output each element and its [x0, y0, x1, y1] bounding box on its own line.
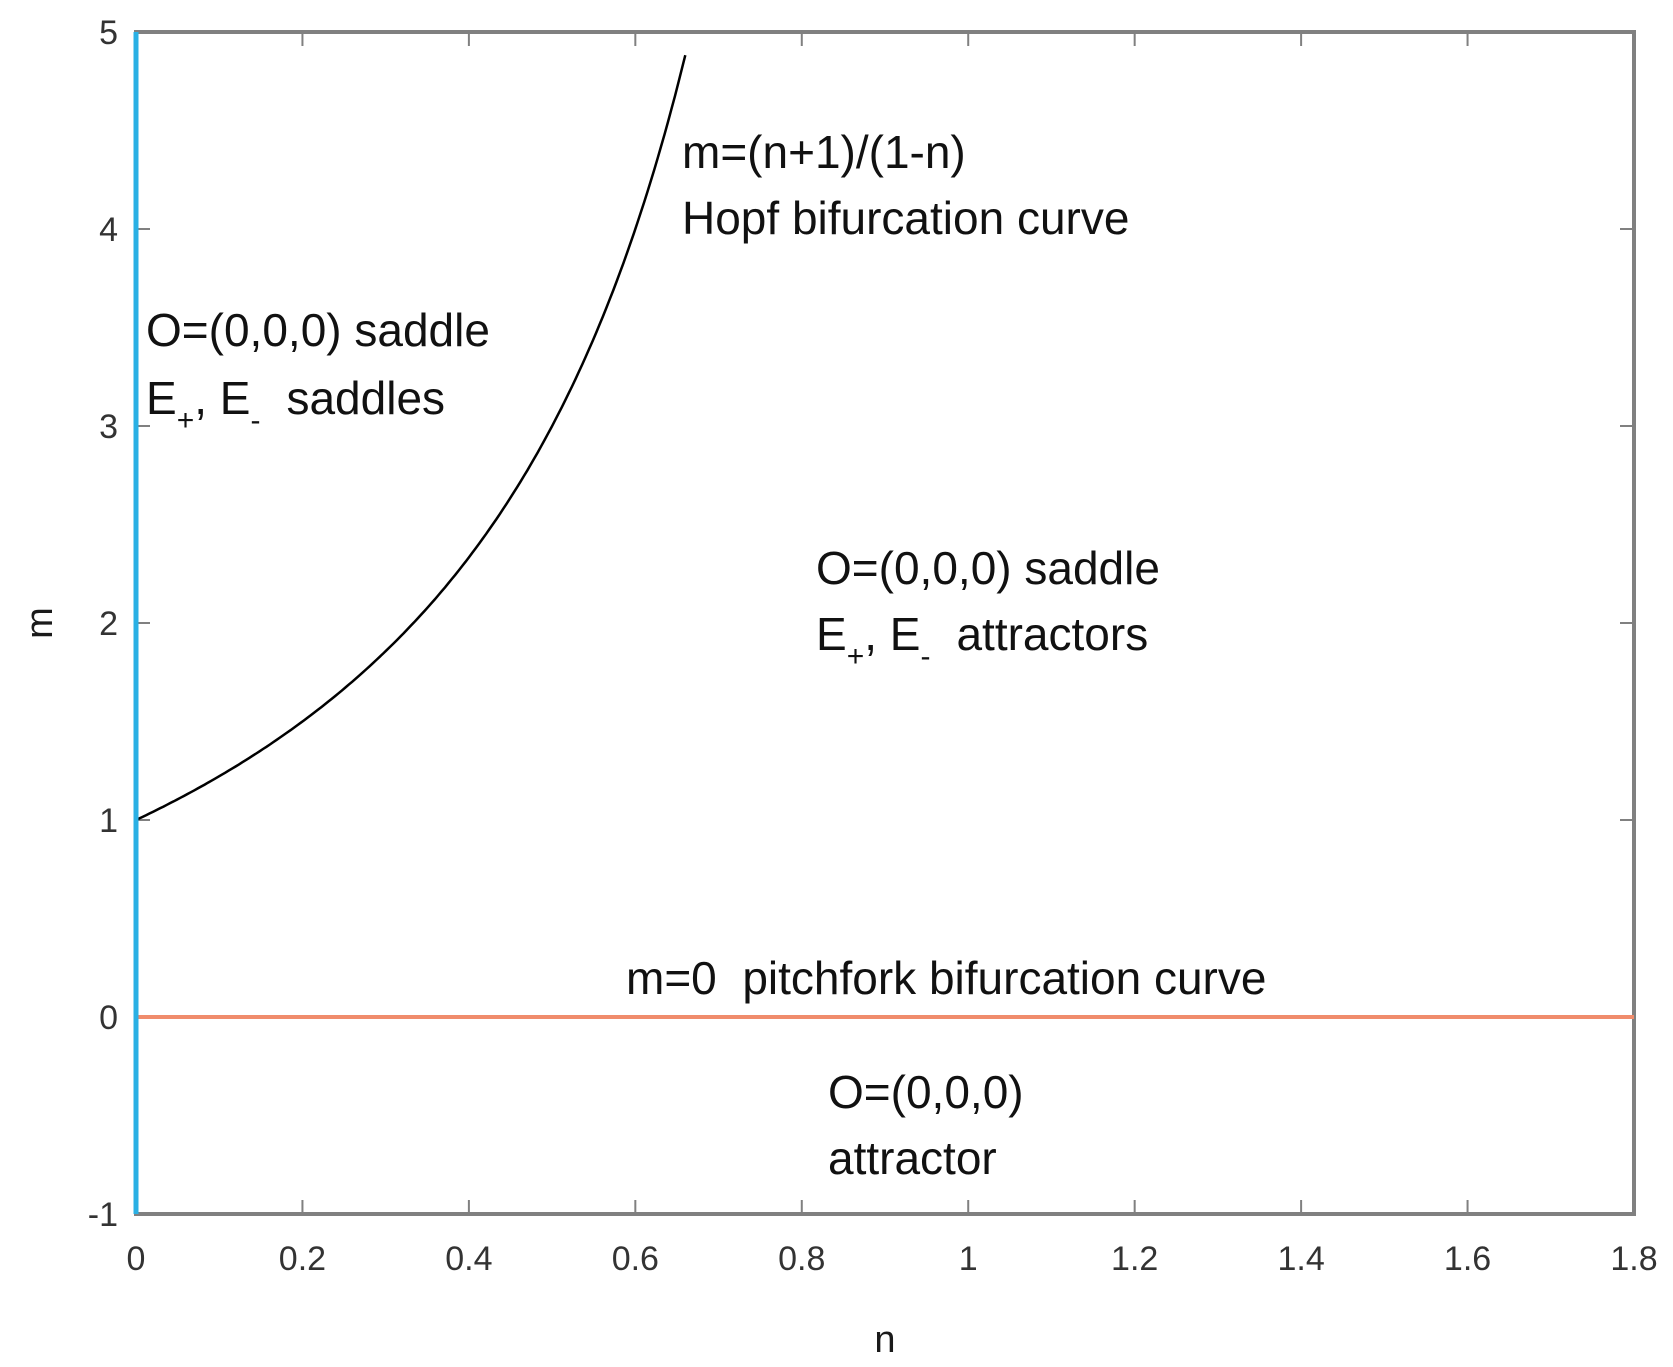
- region-upper-left-line2: E+, E-saddles: [146, 372, 445, 437]
- x-tick-label: 1.2: [1111, 1240, 1158, 1278]
- y-tick-label: 5: [99, 14, 118, 52]
- hopf-name-label: Hopf bifurcation curve: [682, 192, 1129, 244]
- y-tick-label: -1: [88, 1196, 118, 1234]
- x-tick-label: 1.4: [1277, 1240, 1324, 1278]
- e-plus-label: E: [816, 608, 847, 660]
- x-tick-label: 0.2: [279, 1240, 326, 1278]
- y-tick-label: 2: [99, 605, 118, 643]
- y-tick-labels: -1 0 1 2 3 4 5: [88, 14, 118, 1234]
- e-minus-subscript: -: [250, 404, 260, 437]
- e-plus-subscript: +: [847, 640, 865, 673]
- y-axis-label: m: [19, 607, 61, 639]
- x-tick-label: 1.8: [1610, 1240, 1657, 1278]
- y-tick-label: 4: [99, 211, 118, 249]
- y-tick-label: 3: [99, 408, 118, 446]
- x-axis-label: n: [874, 1319, 895, 1361]
- region-lower-line1: O=(0,0,0): [828, 1066, 1024, 1118]
- e-minus-label: E: [890, 608, 921, 660]
- x-tick-labels: 0 0.2 0.4 0.6 0.8 1 1.2 1.4 1.6 1.8: [127, 1240, 1658, 1278]
- hopf-formula-label: m=(n+1)/(1-n): [682, 126, 966, 178]
- region-upper-left-line1: O=(0,0,0) saddle: [146, 304, 490, 356]
- region-middle-line1: O=(0,0,0) saddle: [816, 542, 1160, 594]
- region-middle-line2: E+, E-attractors: [816, 608, 1148, 673]
- separator-comma: ,: [194, 372, 220, 424]
- e-plus-label: E: [146, 372, 177, 424]
- e-minus-label: E: [220, 372, 251, 424]
- y-tick-label: 1: [99, 802, 118, 840]
- separator-comma: ,: [864, 608, 890, 660]
- x-tick-label: 1: [959, 1240, 978, 1278]
- series-layer: [133, 32, 1634, 1214]
- hopf-bifurcation-curve: [135, 54, 687, 822]
- pitchfork-label: m=0 pitchfork bifurcation curve: [626, 952, 1266, 1004]
- e-plus-subscript: +: [177, 404, 195, 437]
- x-tick-label: 0.4: [445, 1240, 492, 1278]
- x-tick-label: 0.6: [612, 1240, 659, 1278]
- region-middle-state: attractors: [956, 608, 1148, 660]
- e-minus-subscript: -: [920, 640, 930, 673]
- x-tick-label: 1.6: [1444, 1240, 1491, 1278]
- y-tick-label: 0: [99, 999, 118, 1037]
- region-lower-line2: attractor: [828, 1132, 997, 1184]
- x-tick-label: 0: [127, 1240, 146, 1278]
- region-upper-left-state: saddles: [286, 372, 445, 424]
- x-tick-label: 0.8: [778, 1240, 825, 1278]
